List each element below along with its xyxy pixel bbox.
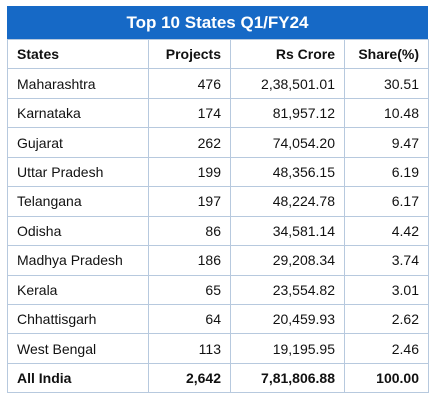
cell-share: 10.48 — [344, 97, 429, 129]
table-row: Madhya Pradesh 186 29,208.34 3.74 — [7, 245, 429, 276]
cell-state: West Bengal — [7, 333, 149, 364]
table-row: Chhattisgarh 64 20,459.93 2.62 — [7, 303, 429, 335]
cell-projects: 476 — [148, 68, 231, 99]
header-row: States Projects Rs Crore Share(%) — [7, 38, 429, 70]
table-row: Telangana 197 48,224.78 6.17 — [7, 186, 429, 217]
cell-projects: 199 — [148, 156, 231, 188]
total-row: All India 2,642 7,81,806.88 100.00 — [7, 362, 429, 394]
table-row: Odisha 86 34,581.14 4.42 — [7, 215, 429, 247]
cell-crore: 29,208.34 — [230, 245, 345, 276]
cell-projects: 113 — [148, 333, 231, 364]
cell-state: Kerala — [7, 274, 149, 305]
cell-crore: 48,356.15 — [230, 156, 345, 188]
cell-state: Chhattisgarh — [7, 303, 149, 335]
cell-state: Telangana — [7, 186, 149, 217]
cell-share: 2.46 — [344, 333, 429, 364]
cell-crore: 19,195.95 — [230, 333, 345, 364]
table-row: Maharashtra 476 2,38,501.01 30.51 — [7, 68, 429, 99]
cell-projects: 186 — [148, 245, 231, 276]
cell-projects: 197 — [148, 186, 231, 217]
cell-projects: 86 — [148, 215, 231, 247]
table-row: Gujarat 262 74,054.20 9.47 — [7, 127, 429, 158]
cell-state: Maharashtra — [7, 68, 149, 99]
total-share: 100.00 — [344, 362, 429, 394]
table-title: Top 10 States Q1/FY24 — [7, 6, 428, 39]
column-header-rs-crore: Rs Crore — [230, 38, 345, 70]
total-state: All India — [7, 362, 149, 394]
cell-state: Gujarat — [7, 127, 149, 158]
cell-share: 9.47 — [344, 127, 429, 158]
cell-crore: 23,554.82 — [230, 274, 345, 305]
cell-crore: 74,054.20 — [230, 127, 345, 158]
cell-state: Uttar Pradesh — [7, 156, 149, 188]
cell-share: 6.19 — [344, 156, 429, 188]
cell-share: 3.01 — [344, 274, 429, 305]
table-row: West Bengal 113 19,195.95 2.46 — [7, 333, 429, 364]
cell-crore: 34,581.14 — [230, 215, 345, 247]
cell-projects: 64 — [148, 303, 231, 335]
column-header-states: States — [7, 38, 149, 70]
total-crore: 7,81,806.88 — [230, 362, 345, 394]
cell-crore: 81,957.12 — [230, 97, 345, 129]
cell-projects: 65 — [148, 274, 231, 305]
table-row: Uttar Pradesh 199 48,356.15 6.19 — [7, 156, 429, 188]
cell-state: Madhya Pradesh — [7, 245, 149, 276]
cell-crore: 48,224.78 — [230, 186, 345, 217]
states-table-panel: Top 10 States Q1/FY24 States Projects Rs… — [7, 6, 429, 394]
column-header-projects: Projects — [148, 38, 231, 70]
cell-crore: 2,38,501.01 — [230, 68, 345, 99]
cell-share: 30.51 — [344, 68, 429, 99]
states-table: States Projects Rs Crore Share(%) Mahara… — [7, 38, 429, 394]
cell-share: 2.62 — [344, 303, 429, 335]
cell-state: Karnataka — [7, 97, 149, 129]
cell-share: 3.74 — [344, 245, 429, 276]
cell-share: 6.17 — [344, 186, 429, 217]
cell-projects: 262 — [148, 127, 231, 158]
cell-crore: 20,459.93 — [230, 303, 345, 335]
table-row: Karnataka 174 81,957.12 10.48 — [7, 97, 429, 129]
total-projects: 2,642 — [148, 362, 231, 394]
cell-projects: 174 — [148, 97, 231, 129]
column-header-share: Share(%) — [344, 38, 429, 70]
cell-share: 4.42 — [344, 215, 429, 247]
cell-state: Odisha — [7, 215, 149, 247]
table-row: Kerala 65 23,554.82 3.01 — [7, 274, 429, 305]
